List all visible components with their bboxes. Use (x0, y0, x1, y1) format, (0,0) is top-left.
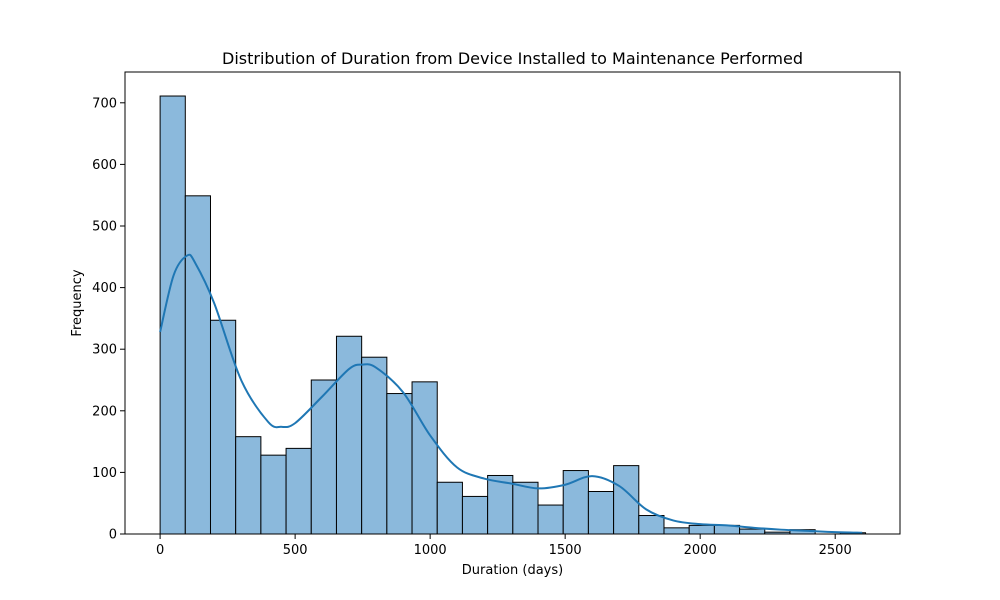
histogram-bar (310, 379, 337, 535)
plot-frame (124, 71, 901, 535)
y-tick-label: 600 (92, 158, 117, 173)
y-tick-label: 200 (92, 404, 117, 419)
histogram-bar (663, 527, 690, 535)
histogram-bar (487, 474, 514, 535)
y-tick-label: 500 (92, 220, 117, 235)
histogram-bar (184, 195, 211, 535)
histogram-bar (235, 436, 262, 535)
y-axis-label: Frequency (70, 269, 85, 336)
histogram-bar (209, 319, 237, 535)
kde-group (159, 253, 863, 534)
histogram-bar (285, 447, 312, 535)
y-tick-label: 700 (92, 96, 117, 111)
kde-line (159, 253, 863, 534)
x-axis: 0 500 1000 1500 2000 2500 (156, 534, 852, 558)
x-tick-label: 1000 (414, 543, 447, 558)
histogram-bar (537, 504, 564, 535)
histogram-bar (688, 524, 715, 535)
chart-title: Distribution of Duration from Device Ins… (222, 49, 803, 68)
histogram-bar (638, 515, 665, 535)
y-tick-label: 100 (92, 466, 117, 481)
x-tick-label: 0 (156, 543, 164, 558)
histogram-bar (436, 481, 463, 535)
histogram-bar (411, 381, 438, 535)
histogram-bar (461, 495, 489, 535)
histogram-bar (335, 335, 363, 535)
histogram-bar (512, 481, 539, 535)
y-tick-label: 400 (92, 281, 117, 296)
histogram-bar (361, 356, 388, 535)
bars-group (159, 95, 867, 535)
y-tick-label: 0 (109, 528, 117, 543)
x-tick-label: 2500 (819, 543, 852, 558)
histogram-bar (587, 490, 615, 535)
y-axis: 0 100 200 300 400 500 600 700 (92, 96, 125, 543)
x-tick-label: 1500 (549, 543, 582, 558)
histogram-bar (739, 528, 766, 535)
x-axis-label: Duration (days) (462, 563, 563, 578)
x-tick-label: 2000 (684, 543, 717, 558)
histogram-bar (386, 393, 413, 535)
histogram-bar (260, 454, 287, 535)
x-tick-label: 500 (283, 543, 308, 558)
y-tick-label: 300 (92, 343, 117, 358)
